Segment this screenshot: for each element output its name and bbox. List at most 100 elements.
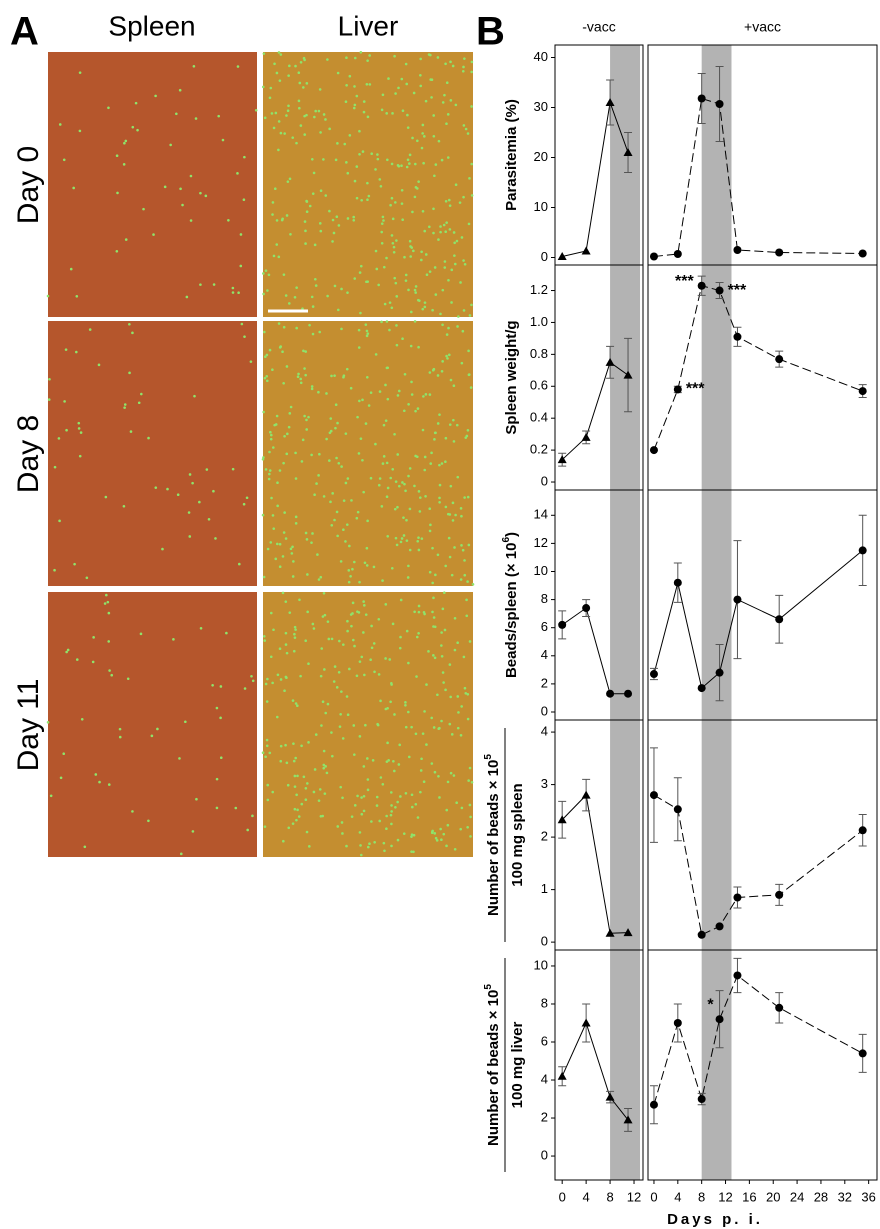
fluorescent-bead <box>405 518 408 522</box>
fluorescent-bead <box>428 371 432 374</box>
fluorescent-bead <box>446 113 450 116</box>
fluorescent-bead <box>441 607 445 611</box>
fluorescent-bead <box>358 129 361 133</box>
fluorescent-bead <box>107 640 111 643</box>
fluorescent-bead <box>176 493 180 497</box>
fluorescent-bead <box>118 727 122 731</box>
fluorescent-bead <box>455 423 459 427</box>
fluorescent-bead <box>445 122 448 126</box>
fluorescent-bead <box>291 136 295 139</box>
fluorescent-bead <box>393 507 397 511</box>
fluorescent-bead <box>438 483 442 487</box>
fluorescent-bead <box>312 627 316 630</box>
fluorescent-bead <box>317 474 320 477</box>
y-tick-label: 8 <box>541 591 548 606</box>
fluorescent-bead <box>402 534 406 537</box>
fluorescent-bead <box>461 69 465 73</box>
fluorescent-bead <box>329 417 333 420</box>
y-tick-label: 0 <box>541 249 548 264</box>
fluorescent-bead <box>359 853 363 857</box>
fluorescent-bead <box>404 725 408 729</box>
fluorescent-bead <box>311 305 315 308</box>
fluorescent-bead <box>283 434 286 438</box>
y-tick-label: 0 <box>541 1147 548 1162</box>
fluorescent-bead <box>396 800 399 804</box>
fluorescent-bead <box>336 534 339 538</box>
fluorescent-bead <box>318 452 321 456</box>
fluorescent-bead <box>368 54 371 57</box>
fluorescent-bead <box>46 720 50 724</box>
fluorescent-bead <box>286 180 290 183</box>
fluorescent-bead <box>422 395 425 398</box>
fluorescent-bead <box>437 238 440 241</box>
fluorescent-bead <box>409 255 412 258</box>
fluorescent-bead <box>385 760 389 763</box>
fluorescent-bead <box>318 788 322 791</box>
fluorescent-bead <box>291 575 295 578</box>
fluorescent-bead <box>466 580 469 583</box>
fluorescent-bead <box>400 537 404 540</box>
fluorescent-bead <box>397 86 400 90</box>
fluorescent-bead <box>406 113 409 117</box>
fluorescent-bead <box>161 547 164 551</box>
fluorescent-bead <box>328 459 331 462</box>
fluorescent-bead <box>395 295 399 298</box>
micrograph <box>48 592 257 857</box>
y-tick-label: 2 <box>541 1109 548 1124</box>
data-point <box>697 281 706 290</box>
fluorescent-bead <box>433 438 436 441</box>
fluorescent-bead <box>381 215 385 219</box>
fluorescent-bead <box>352 724 356 727</box>
fluorescent-bead <box>459 507 463 510</box>
fluorescent-bead <box>357 328 361 332</box>
fluorescent-bead <box>126 677 130 681</box>
fluorescent-bead <box>137 401 141 405</box>
fluorescent-bead <box>286 109 290 113</box>
fluorescent-bead <box>443 591 446 595</box>
fluorescent-bead <box>422 780 426 783</box>
y-tick-label: 3 <box>541 776 548 791</box>
fluorescent-bead <box>420 250 423 254</box>
y-axis-label-part: Number of beads × 10 <box>485 760 502 916</box>
fluorescent-bead <box>336 825 340 828</box>
fluorescent-bead <box>265 353 269 357</box>
fluorescent-bead <box>243 335 246 338</box>
fluorescent-bead <box>348 134 352 137</box>
x-tick-label: 4 <box>583 1189 590 1204</box>
fluorescent-bead <box>353 56 357 60</box>
series-line <box>653 285 863 451</box>
fluorescent-bead <box>380 108 384 112</box>
fluorescent-bead <box>341 832 344 835</box>
fluorescent-bead <box>303 133 307 136</box>
data-point <box>858 387 867 396</box>
fluorescent-bead <box>466 132 470 135</box>
fluorescent-bead <box>452 440 456 443</box>
fluorescent-bead <box>433 174 436 178</box>
fluorescent-bead <box>407 403 410 406</box>
fluorescent-bead <box>284 537 288 540</box>
fluorescent-bead <box>188 535 192 538</box>
fluorescent-bead <box>428 507 432 511</box>
fluorescent-bead <box>362 600 365 603</box>
fluorescent-bead <box>393 276 397 280</box>
fluorescent-bead <box>367 194 371 198</box>
data-point <box>697 94 706 103</box>
fluorescent-bead <box>75 658 79 661</box>
fluorescent-bead <box>432 134 436 138</box>
fluorescent-bead <box>336 142 339 145</box>
fluorescent-bead <box>65 650 68 654</box>
fluorescent-bead <box>122 504 126 508</box>
fluorescent-bead <box>225 631 228 635</box>
fluorescent-bead <box>139 632 143 636</box>
fluorescent-bead <box>401 481 404 484</box>
fluorescent-bead <box>405 539 409 542</box>
fluorescent-bead <box>453 546 456 549</box>
fluorescent-bead <box>436 693 439 697</box>
fluorescent-bead <box>156 727 159 731</box>
fluorescent-bead <box>447 198 451 202</box>
fluorescent-bead <box>294 477 298 480</box>
fluorescent-bead <box>322 749 326 753</box>
fluorescent-bead <box>335 456 338 460</box>
fluorescent-bead <box>333 284 337 288</box>
